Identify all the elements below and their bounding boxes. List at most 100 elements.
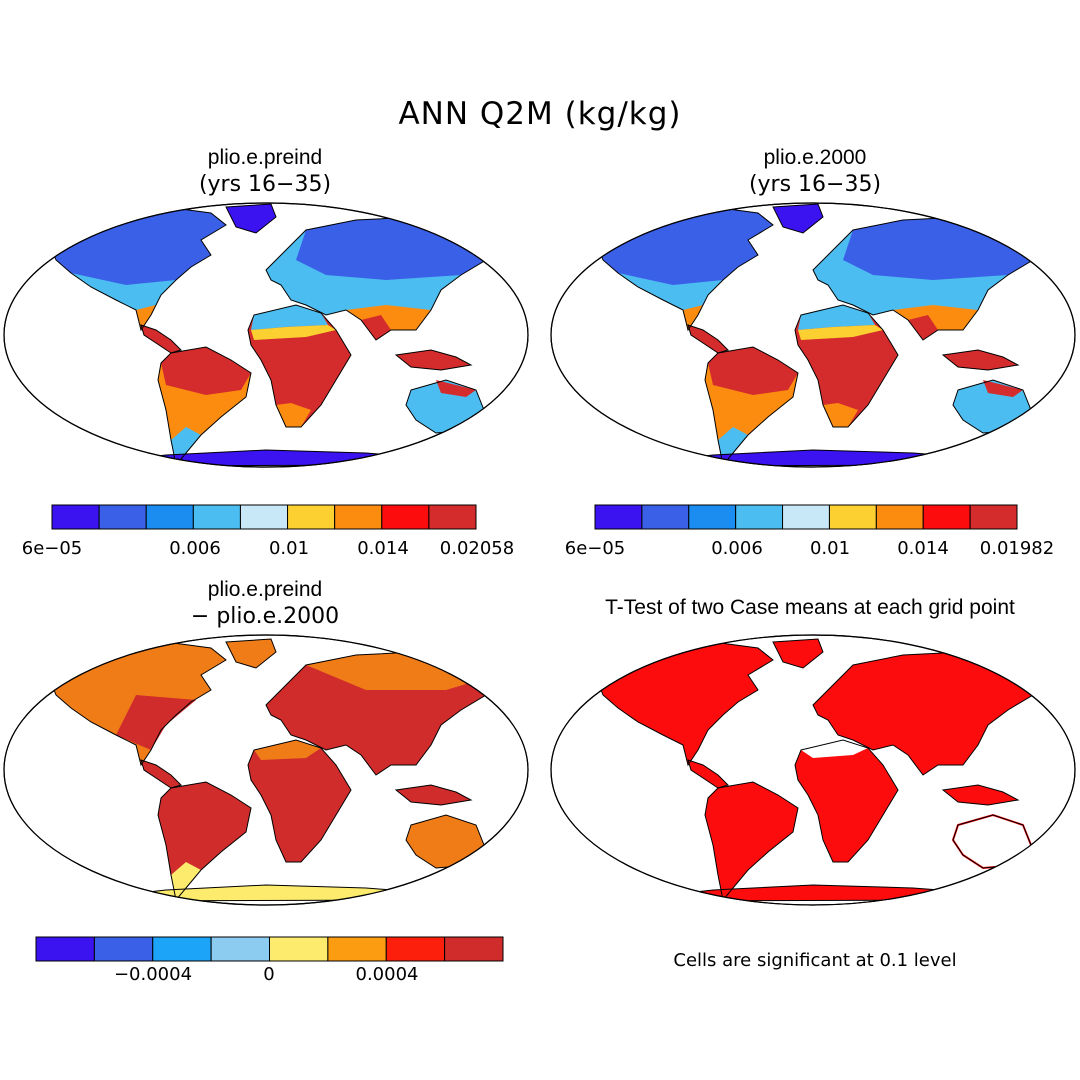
map-panel-1	[3, 202, 529, 468]
cb2-label-1: 0.006	[711, 538, 763, 559]
colorbar-2-bin-7	[922, 504, 971, 530]
colorbar-2-bin-3	[735, 504, 784, 530]
sig-eu	[813, 652, 1043, 775]
india-humid	[361, 315, 391, 340]
colorbar-2-bin-4	[782, 504, 830, 530]
coastline-se	[941, 784, 1020, 806]
colorbar-3-bin-2	[152, 936, 212, 962]
colorbar-3-bin-4	[269, 936, 329, 962]
panel3-title: plio.e.preind	[207, 578, 323, 601]
south-africa-warm	[823, 403, 858, 427]
south-asia-warm	[346, 305, 431, 340]
coastline-gl	[225, 203, 277, 234]
north-australia-humid	[436, 380, 476, 397]
africa-land	[248, 740, 351, 862]
cb3-label-0: −0.0004	[113, 964, 193, 985]
panel1-title: plio.e.preind	[207, 146, 323, 169]
map-field-1	[50, 203, 497, 467]
coastline-gl	[772, 638, 824, 669]
sig-se	[943, 785, 1018, 805]
south-asia-warm	[893, 305, 978, 340]
sahel-transition	[798, 325, 883, 340]
se-asia-land	[396, 785, 471, 805]
colorbar-3-bin-6	[385, 936, 446, 962]
coastline-se	[394, 784, 473, 806]
cb1-label-0: 6e−05	[21, 538, 83, 559]
sahel-transition	[251, 325, 336, 340]
colorbar-3-bin-7	[444, 936, 504, 962]
coastline-eu	[265, 651, 497, 776]
cb2-label-2: 0.01	[809, 538, 851, 559]
map-panel-3	[3, 634, 529, 906]
map-panel-2	[550, 202, 1076, 468]
coastline-eu	[812, 651, 1044, 776]
coastline-ca	[140, 759, 182, 789]
greenland-land	[773, 204, 823, 233]
coastline-af	[794, 739, 899, 863]
cb1-label-1: 0.006	[169, 538, 221, 559]
central-america-land	[141, 325, 181, 353]
panel2-title: plio.e.2000	[763, 146, 867, 169]
panel4-title: T-Test of two Case means at each grid po…	[605, 596, 1015, 619]
colorbar-2-bin-0	[594, 504, 643, 530]
sig-na	[598, 642, 773, 765]
colorbar-1-bin-5	[287, 504, 336, 530]
coastline-ca	[687, 324, 729, 354]
india-humid	[908, 315, 938, 340]
panel3-subtitle: − plio.e.2000	[190, 604, 340, 629]
coastline-eu	[265, 216, 497, 341]
colorbar-2-bin-1	[641, 504, 690, 530]
map-field-3	[50, 638, 497, 902]
central-america-land	[688, 325, 728, 353]
se-asia-land	[396, 350, 471, 370]
coastline-eu	[812, 216, 1044, 341]
australia-land	[406, 815, 484, 868]
map-border-3	[3, 634, 529, 906]
sig-ca	[688, 760, 728, 788]
colorbar-3	[35, 936, 504, 962]
sahara-not-significant	[801, 740, 868, 758]
central-america-land	[141, 760, 181, 788]
map-panel-4	[550, 634, 1076, 906]
colorbar-1-bin-1	[98, 504, 147, 530]
cb1-label-4: 0.02058	[439, 538, 515, 559]
sahara-orange	[254, 740, 321, 760]
sig-gl	[773, 639, 823, 668]
map-border-1	[3, 202, 529, 468]
map-border-2	[550, 202, 1076, 468]
colorbar-2-bin-2	[688, 504, 737, 530]
north-america-red	[116, 695, 196, 750]
north-america-warm	[136, 305, 156, 330]
cb2-label-4: 0.01982	[979, 538, 1055, 559]
sig-af	[795, 740, 898, 862]
colorbar-3-bin-3	[210, 936, 270, 962]
coastline-af	[247, 739, 352, 863]
cb3-label-2: 0.0004	[355, 964, 419, 985]
map-field-2	[597, 203, 1044, 467]
coastline-gl	[225, 638, 277, 669]
colorbar-1-bin-4	[239, 504, 289, 530]
north-america-cold	[598, 207, 773, 285]
coastline-gl	[772, 203, 824, 234]
se-asia-land	[943, 350, 1018, 370]
coastline-af	[794, 304, 899, 428]
north-america-warm	[683, 305, 703, 330]
north-america-cold	[51, 207, 226, 285]
coastline-sa	[157, 346, 252, 467]
south-africa-warm	[276, 403, 311, 427]
sig-sa	[705, 782, 798, 900]
greenland-land	[226, 639, 276, 668]
coastline-se	[394, 349, 473, 371]
colorbar-1-bin-7	[381, 504, 430, 530]
cb2-label-0: 6e−05	[564, 538, 626, 559]
north-australia-humid	[983, 380, 1023, 397]
colorbar-3-bin-5	[327, 936, 387, 962]
colorbar-1-bin-3	[192, 504, 241, 530]
cb3-label-1: 0	[263, 964, 275, 985]
coastline-se	[941, 349, 1020, 371]
colorbar-1-bin-2	[145, 504, 194, 530]
coastline-sa	[157, 781, 252, 902]
coastline-sa	[704, 781, 799, 902]
colorbar-3-bin-1	[93, 936, 154, 962]
